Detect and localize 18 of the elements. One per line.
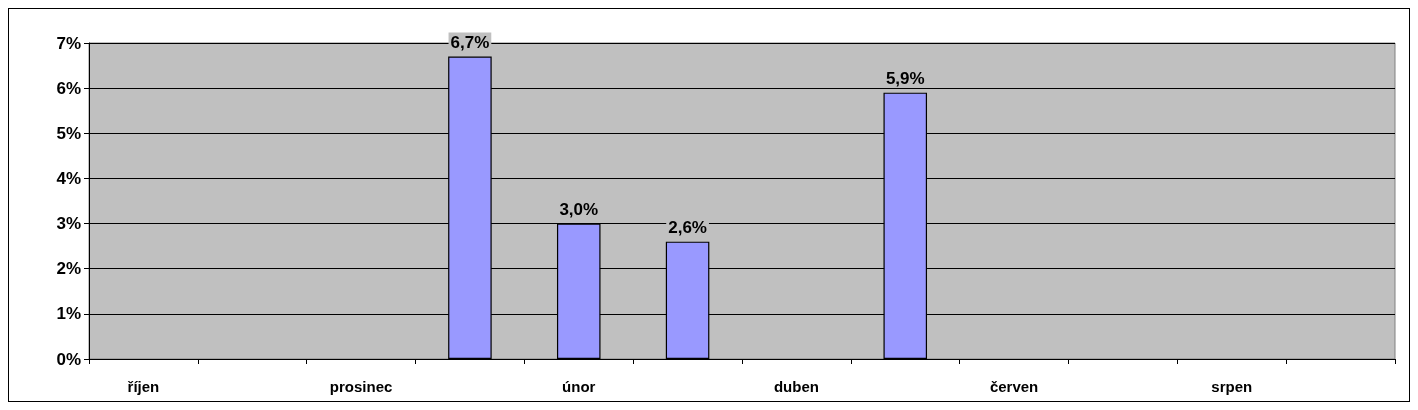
data-label: 2,6% xyxy=(668,217,707,237)
y-tick-label: 4% xyxy=(56,168,81,188)
y-tick-label: 2% xyxy=(56,259,81,279)
y-tick-label: 0% xyxy=(56,349,81,369)
data-label: 3,0% xyxy=(559,199,599,219)
y-tick-label: 6% xyxy=(56,78,81,98)
y-tick-label: 5% xyxy=(56,123,81,143)
x-tick-label: prosinec xyxy=(329,378,393,395)
y-tick-label: 7% xyxy=(56,33,81,53)
x-tick-label: srpen xyxy=(1211,378,1253,395)
data-label: 6,7% xyxy=(450,32,490,52)
data-label: 5,9% xyxy=(885,68,925,88)
x-tick-label: únor xyxy=(562,378,596,395)
x-tick-label: duben xyxy=(773,378,819,395)
y-tick-label: 3% xyxy=(56,214,81,234)
y-tick-label: 1% xyxy=(56,304,81,324)
x-tick-label: červen xyxy=(989,378,1039,395)
x-tick-label: říjen xyxy=(127,378,160,395)
